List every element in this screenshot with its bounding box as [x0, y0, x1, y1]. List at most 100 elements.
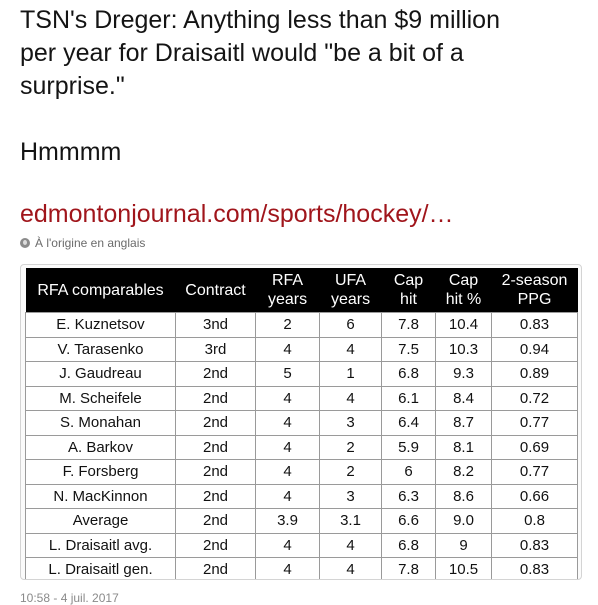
table-cell: L. Draisaitl gen. — [25, 557, 176, 579]
table-cell: 0.69 — [491, 434, 578, 460]
attached-image[interactable]: RFA comparables Contract RFA years UFA years C… — [20, 264, 582, 580]
column-header-line: RFA — [271, 272, 304, 289]
column-header-line: Contract — [185, 281, 246, 299]
table-cell: F. Forsberg — [25, 459, 176, 485]
translation-note[interactable]: À l'origine en anglais — [20, 236, 145, 250]
table-cell: 0.66 — [491, 483, 578, 509]
table-cell: 0.83 — [491, 312, 578, 338]
table-cell: 4 — [319, 336, 382, 362]
table-row: S. Monahan 2nd 4 3 6.4 8.7 0.77 — [25, 410, 578, 436]
table-row: J. Gaudreau 2nd 5 1 6.8 9.3 0.89 — [25, 361, 578, 387]
tweet-text: TSN's Dreger: Anything less than $9 mill… — [20, 4, 590, 169]
table-cell: 8.1 — [435, 434, 492, 460]
table-cell: 7.8 — [381, 312, 436, 338]
tweet-text-line: per year for Draisaitl would "be a bit o… — [20, 39, 464, 67]
table-cell: 0.83 — [491, 557, 578, 579]
tweet-timestamp[interactable]: 10:58 - 4 juil. 2017 — [20, 591, 119, 605]
table-cell: 4 — [255, 483, 320, 509]
table-cell: 3.9 — [255, 508, 320, 534]
table-cell: 2nd — [175, 410, 256, 436]
table-cell: 0.77 — [491, 410, 578, 436]
table-cell: 0.83 — [491, 532, 578, 558]
column-header-line: Cap — [448, 272, 479, 289]
table-cell: S. Monahan — [25, 410, 176, 436]
column-header: 2-season PPG — [491, 268, 578, 313]
table-cell: 5 — [255, 361, 320, 387]
table-row: F. Forsberg 2nd 4 2 6 8.2 0.77 — [25, 459, 578, 485]
table-cell: 4 — [255, 459, 320, 485]
table-cell: 6.4 — [381, 410, 436, 436]
table-cell: E. Kuznetsov — [25, 312, 176, 338]
table-cell: M. Scheifele — [25, 385, 176, 411]
column-header-line: RFA comparables — [37, 281, 164, 299]
table-cell: 6.8 — [381, 532, 436, 558]
column-header: UFA years — [319, 268, 382, 313]
column-header-line: years — [330, 291, 371, 308]
table-cell: 5.9 — [381, 434, 436, 460]
table-row: A. Barkov 2nd 4 2 5.9 8.1 0.69 — [25, 434, 578, 460]
column-header: RFA years — [255, 268, 320, 313]
table-row: N. MacKinnon 2nd 4 3 6.3 8.6 0.66 — [25, 483, 578, 509]
table-cell: 9 — [435, 532, 492, 558]
table-cell: 3 — [319, 410, 382, 436]
column-header-line: Cap — [393, 272, 424, 289]
table-cell: 0.94 — [491, 336, 578, 362]
table-cell: 3.1 — [319, 508, 382, 534]
table-cell: 10.5 — [435, 557, 492, 579]
table-cell: 0.72 — [491, 385, 578, 411]
table-cell: 2 — [255, 312, 320, 338]
table-cell: 2 — [319, 434, 382, 460]
table-cell: A. Barkov — [25, 434, 176, 460]
table-cell: 6.6 — [381, 508, 436, 534]
table-cell: 2nd — [175, 385, 256, 411]
table-cell: 7.5 — [381, 336, 436, 362]
table-cell: 2 — [319, 459, 382, 485]
translation-label: À l'origine en anglais — [35, 236, 146, 250]
column-header-line: 2-season — [501, 272, 568, 289]
table-cell: 2nd — [175, 434, 256, 460]
table-row: E. Kuznetsov 3nd 2 6 7.8 10.4 0.83 — [25, 312, 578, 338]
table-cell: 4 — [255, 532, 320, 558]
table-cell: J. Gaudreau — [25, 361, 176, 387]
column-header-line: PPG — [517, 291, 552, 308]
table-cell: 1 — [319, 361, 382, 387]
tweet-text-gap — [20, 103, 590, 136]
column-header: RFA comparables — [25, 268, 176, 313]
table-cell: 0.77 — [491, 459, 578, 485]
table-cell: 9.3 — [435, 361, 492, 387]
globe-icon — [20, 238, 30, 248]
table-cell: V. Tarasenko — [25, 336, 176, 362]
table-cell: 4 — [255, 557, 320, 579]
table-cell: 2nd — [175, 361, 256, 387]
table-cell: 6.1 — [381, 385, 436, 411]
table-row: L. Draisaitl avg. 2nd 4 4 6.8 9 0.83 — [25, 532, 578, 558]
table-header-row: RFA comparables Contract RFA years UFA years C… — [25, 268, 578, 313]
table-cell: N. MacKinnon — [25, 483, 176, 509]
table-cell: 3rd — [175, 336, 256, 362]
table-cell: 2nd — [175, 508, 256, 534]
table-row: M. Scheifele 2nd 4 4 6.1 8.4 0.72 — [25, 385, 578, 411]
column-header: Cap hit % — [435, 268, 492, 313]
table-cell: 2nd — [175, 532, 256, 558]
tweet-text-line: TSN's Dreger: Anything less than $9 mill… — [20, 6, 500, 34]
table-cell: 8.6 — [435, 483, 492, 509]
table-cell: 2nd — [175, 557, 256, 579]
table-cell: 4 — [255, 434, 320, 460]
table-cell: 6.3 — [381, 483, 436, 509]
table-cell: 8.4 — [435, 385, 492, 411]
table-cell: 3 — [319, 483, 382, 509]
table-cell: 8.7 — [435, 410, 492, 436]
article-link[interactable]: edmontonjournal.com/sports/hockey/… — [20, 200, 454, 228]
column-header-line: years — [267, 291, 308, 308]
table-cell: 0.8 — [491, 508, 578, 534]
table-cell: Average — [25, 508, 176, 534]
table-cell: 4 — [319, 532, 382, 558]
table-cell: 10.4 — [435, 312, 492, 338]
rfa-comparables-table: RFA comparables Contract RFA years UFA years C… — [25, 268, 578, 579]
table-cell: 9.0 — [435, 508, 492, 534]
table-cell: 4 — [255, 385, 320, 411]
table-body: E. Kuznetsov 3nd 2 6 7.8 10.4 0.83 V. Tarasenko… — [25, 312, 578, 579]
table-cell: 6 — [381, 459, 436, 485]
table-cell: 7.8 — [381, 557, 436, 579]
table-cell: 4 — [255, 410, 320, 436]
